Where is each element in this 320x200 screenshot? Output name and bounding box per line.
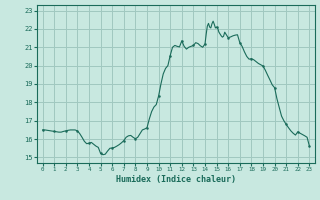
X-axis label: Humidex (Indice chaleur): Humidex (Indice chaleur)	[116, 175, 236, 184]
